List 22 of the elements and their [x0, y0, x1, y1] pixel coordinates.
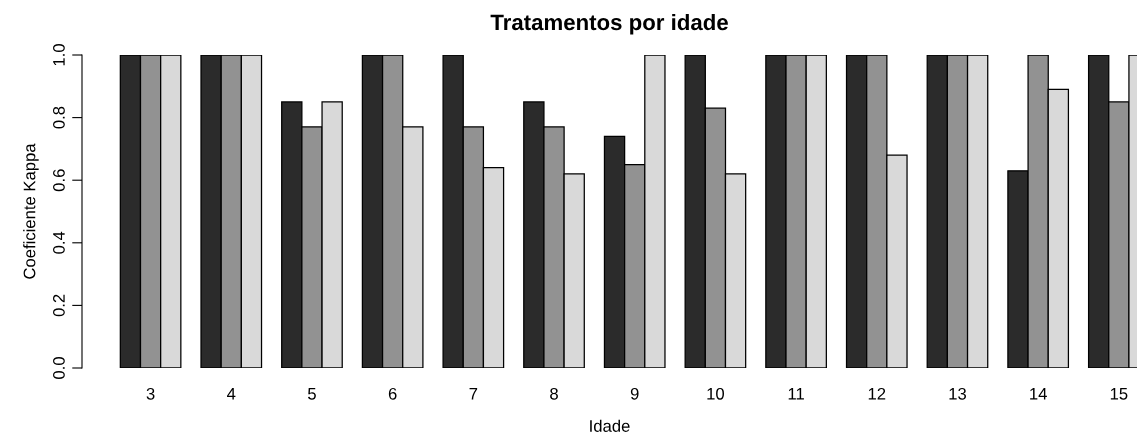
x-tick-label: 8	[550, 387, 558, 400]
x-tick-label: 5	[307, 388, 316, 400]
x-tick-label: 6	[388, 387, 397, 400]
x-tick-label: 11	[788, 388, 804, 400]
y-tick-label: 0.6	[53, 169, 65, 192]
x-tick-label: 12	[868, 387, 886, 400]
x-tick-label: 15	[1110, 388, 1128, 400]
x-tick-label: 13	[949, 387, 967, 400]
x-tick-label: 14	[1030, 388, 1047, 400]
x-tick-label: 9	[630, 387, 639, 400]
y-tick-label: 0.2	[53, 294, 65, 317]
y-tick-label: 0.4	[53, 231, 65, 254]
y-tick-label: 0.8	[53, 106, 65, 129]
y-tick-label: 0.0	[53, 357, 65, 379]
y-axis-title: Coeficiente Kappa	[23, 143, 39, 279]
y-tick-label: 1.0	[53, 44, 65, 66]
x-tick-label: 10	[707, 387, 725, 400]
x-tick-label: 4	[227, 388, 236, 400]
chart-title: Tratamentos por idade	[490, 13, 728, 35]
x-tick-label: 7	[469, 388, 478, 400]
x-tick-label: 3	[146, 387, 155, 400]
x-axis-title: Idade	[590, 419, 630, 432]
